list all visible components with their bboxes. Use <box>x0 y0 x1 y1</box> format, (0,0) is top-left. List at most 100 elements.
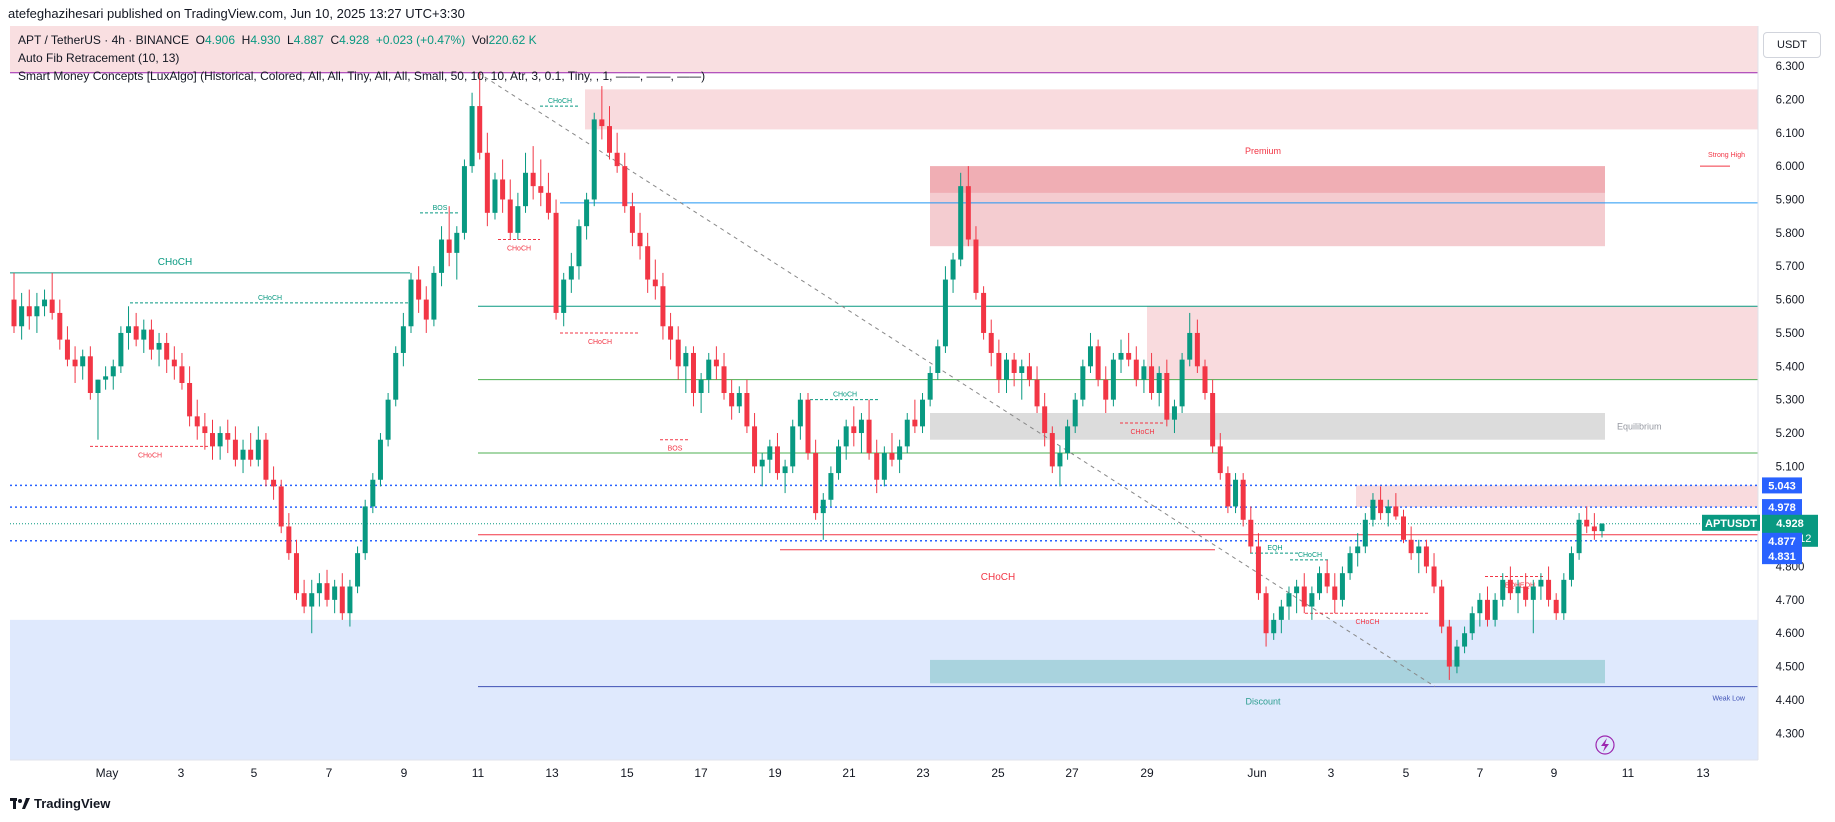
candle-body <box>973 239 979 293</box>
candle-body <box>706 359 712 380</box>
candle-body <box>1546 579 1552 600</box>
supply-zone-low <box>1356 485 1758 508</box>
candle-body <box>1217 446 1223 474</box>
candle-body <box>1019 366 1025 373</box>
tradingview-logo-icon <box>10 797 30 809</box>
candle-body <box>584 199 590 227</box>
tradingview-logo: TradingView <box>10 796 110 811</box>
price-tag-label: 5.043 <box>1768 480 1796 492</box>
date-tick-label: 13 <box>1696 766 1710 780</box>
date-tick-label: 15 <box>620 766 634 780</box>
candle-body <box>675 339 681 367</box>
price-tick-label: 5.100 <box>1776 461 1805 473</box>
price-tick-label: 4.700 <box>1776 595 1805 607</box>
candle-body <box>1500 579 1506 600</box>
candle-body <box>1523 586 1529 600</box>
price-tag <box>1762 499 1802 516</box>
candle-body <box>1278 606 1284 620</box>
candle-body <box>293 553 299 594</box>
candle-body <box>813 453 819 514</box>
candle-body <box>1484 599 1490 620</box>
candle-body <box>561 279 567 313</box>
candle-body <box>263 439 269 480</box>
candle-body <box>1034 379 1040 407</box>
candle-body <box>1126 352 1132 360</box>
date-tick-label: 5 <box>251 766 258 780</box>
legend-indicator-fib[interactable]: Auto Fib Retracement (10, 13) <box>18 51 180 65</box>
candle-body <box>72 359 78 367</box>
candle-body <box>874 453 880 480</box>
currency-button[interactable]: USDT <box>1763 32 1821 58</box>
price-tick-label: 5.800 <box>1776 228 1805 240</box>
candle-body <box>881 453 887 480</box>
price-tick-label: 6.300 <box>1776 61 1805 73</box>
price-tick-label: 5.900 <box>1776 194 1805 206</box>
candle-body <box>286 526 292 554</box>
price-tag-label: 4.877 <box>1768 536 1796 548</box>
candle-body <box>1110 359 1116 400</box>
price-tick-label: 5.300 <box>1776 395 1805 407</box>
price-axis: 6.300 6.200 6.100 6.000 5.900 5.800 5.700 5.600… <box>1702 26 1818 760</box>
candle-body <box>1065 426 1071 454</box>
candle-body <box>843 426 849 447</box>
candle-body <box>1171 406 1177 420</box>
candle-body <box>1194 332 1200 367</box>
date-tick-label: 11 <box>472 766 485 780</box>
candle-body <box>217 433 223 447</box>
candle-body <box>118 332 124 367</box>
premium-label: Premium <box>1245 146 1281 156</box>
candle-body <box>1248 519 1254 547</box>
candle-body <box>477 106 483 153</box>
candle-body <box>446 239 452 253</box>
legend-indicator-smc[interactable]: Smart Money Concepts [LuxAlgo] (Historic… <box>18 69 706 83</box>
candle-body <box>1507 579 1513 594</box>
candle-body <box>164 342 170 360</box>
date-tick-label: 19 <box>768 766 782 780</box>
alert-icon[interactable] <box>1595 735 1615 755</box>
legend-symbol[interactable]: APT / TetherUS · 4h · BINANCE <box>18 33 189 47</box>
candle-body <box>1309 593 1315 607</box>
candle-body <box>904 419 910 447</box>
candle-body <box>828 473 834 500</box>
candle-body <box>1530 586 1536 600</box>
price-tick-label: 6.100 <box>1776 128 1805 140</box>
candle-body <box>1103 379 1109 400</box>
price-tick-label: 4.400 <box>1776 695 1805 707</box>
candle-body <box>1240 479 1246 520</box>
price-tick-label: 6.200 <box>1776 94 1805 106</box>
candle-body <box>820 499 826 514</box>
candle-body <box>423 299 429 320</box>
candle-body <box>851 426 857 434</box>
candle-body <box>370 479 376 507</box>
fib-trend-line <box>477 72 1436 688</box>
candle-body <box>1538 579 1544 587</box>
candle-body <box>774 446 780 474</box>
smc-structure-label: CHoCH <box>548 98 572 105</box>
date-tick-label: May <box>96 766 119 780</box>
annotation-layer: CHoCH CHoCH Premium Equilibrium Discount Stro… <box>158 146 1746 706</box>
supply-zone-mid <box>1147 306 1758 380</box>
date-tick-label: 9 <box>401 766 408 780</box>
candle-body <box>87 356 93 393</box>
date-tick-label: 3 <box>178 766 185 780</box>
candle-body <box>1576 519 1582 554</box>
supply-zone-top <box>585 89 1758 130</box>
date-tick-label: 3 <box>1328 766 1335 780</box>
candle-body <box>64 339 70 360</box>
candle-body <box>133 326 139 340</box>
candle-body <box>1324 573 1330 587</box>
candle-body <box>515 206 521 233</box>
candle-body <box>721 366 727 393</box>
smc-structure-label: CHoCH <box>507 246 531 253</box>
candle-body <box>469 106 475 167</box>
candle-body <box>568 266 574 280</box>
date-axis: May 3 5 7 9 11 13 15 17 19 21 23 25 27 29 Jun 3 5 7 9 11 13 <box>10 759 1758 780</box>
candle-body <box>461 166 467 233</box>
price-tick-label: 5.600 <box>1776 295 1805 307</box>
candle-body <box>1561 579 1567 614</box>
candle-body <box>637 232 643 247</box>
candle-body <box>729 393 735 407</box>
candle-body <box>301 593 307 607</box>
candle-body <box>416 279 422 300</box>
